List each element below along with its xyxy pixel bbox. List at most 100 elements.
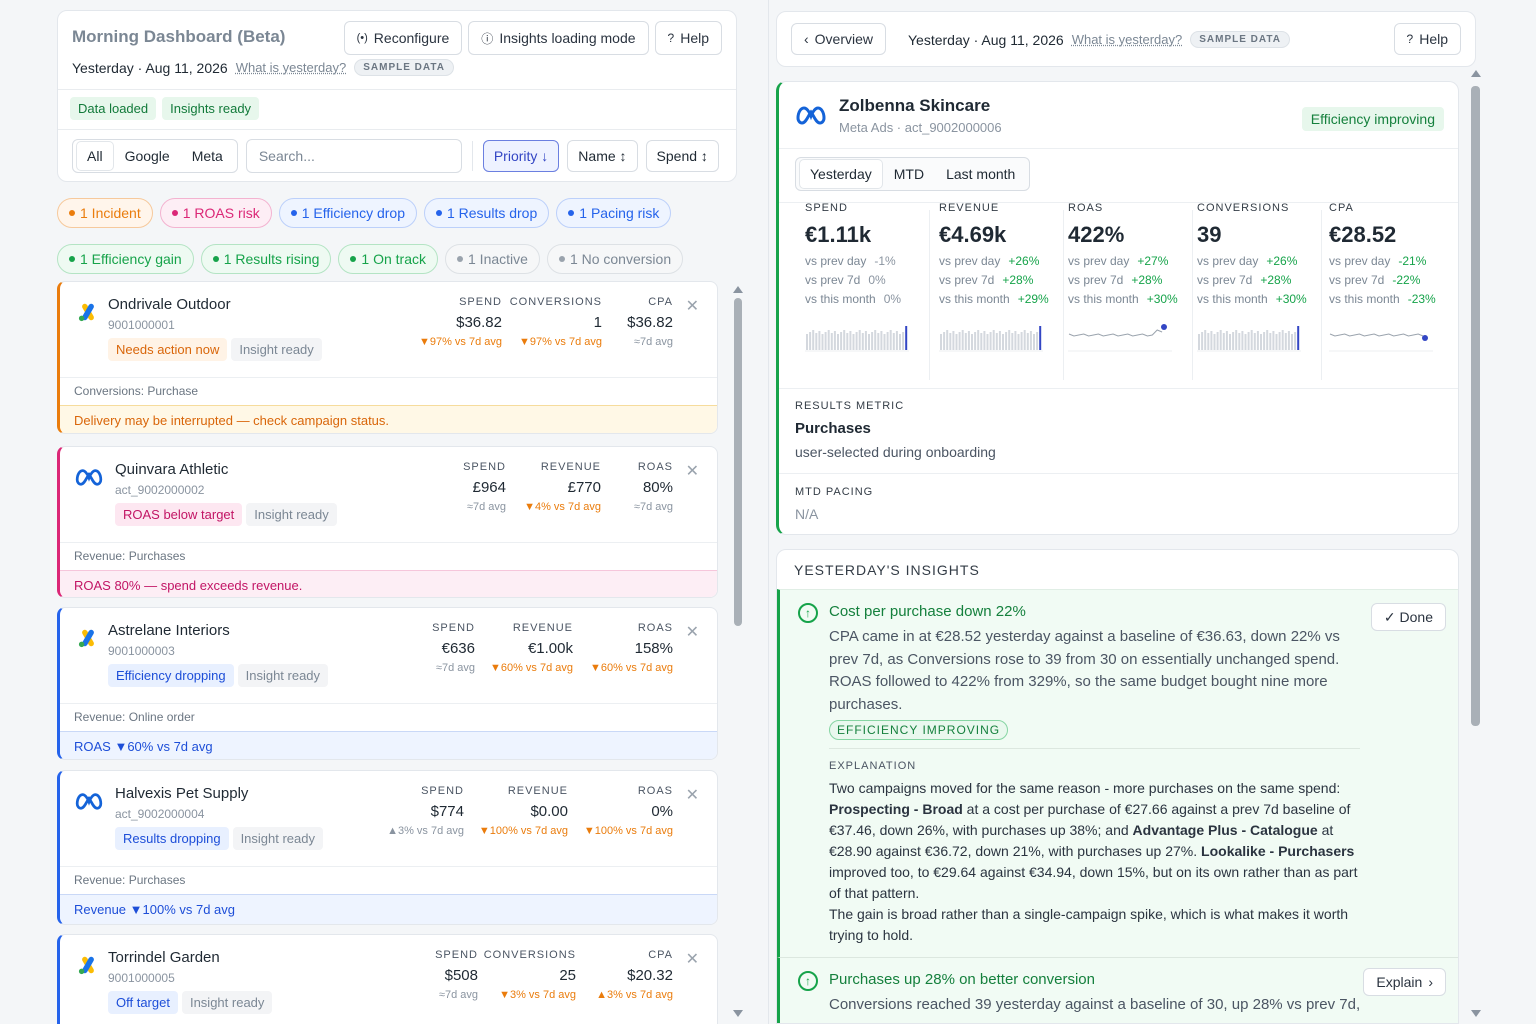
what-is-yesterday-link-right[interactable]: What is yesterday? <box>1071 32 1183 47</box>
meta-logo-icon <box>796 106 826 125</box>
reconfigure-button[interactable]: (•) Reconfigure <box>343 21 463 55</box>
account-id: act_9002000004 <box>115 807 205 821</box>
dot-icon <box>69 256 75 262</box>
help-button[interactable]: ? Help <box>654 21 722 55</box>
efficiency-tag: EFFICIENCY IMPROVING <box>829 720 1009 740</box>
dot-icon <box>435 210 442 216</box>
sort-name-button[interactable]: Name ↕ <box>567 140 638 172</box>
insight-1-title: Cost per purchase down 22% <box>829 603 1026 620</box>
signal-chip[interactable]: 1 Results drop <box>423 198 550 228</box>
account-card[interactable]: Astrelane Interiors 9001000003 Efficiency … <box>57 607 718 760</box>
info-icon: ⓘ <box>481 31 494 46</box>
meta-logo-icon <box>75 469 103 486</box>
dot-icon <box>568 210 575 216</box>
left-scrollbar[interactable] <box>733 282 743 1022</box>
account-name: Zolbenna Skincare <box>839 96 991 115</box>
chip-label: 1 Results rising <box>223 251 320 267</box>
signal-chip[interactable]: 1 Inactive <box>445 244 540 274</box>
metric: ROAS 0% ▼100% vs 7d avg <box>583 785 673 837</box>
help-button-right[interactable]: ? Help <box>1393 23 1461 55</box>
insight-card-2: ↑ Purchases up 28% on better conversion … <box>777 957 1458 1023</box>
explanation-label: EXPLANATION <box>829 760 917 772</box>
metric: REVENUE $0.00 ▼100% vs 7d avg <box>478 785 568 837</box>
sparkline <box>1197 326 1301 352</box>
signal-chip[interactable]: 1 ROAS risk <box>159 198 272 228</box>
sparkline <box>939 326 1043 352</box>
kpi-spend: SPEND €1.11k vs prev day -1% vs prev 7d 0% vs … <box>805 202 933 388</box>
status-tag: Results dropping <box>115 827 229 850</box>
signal-chips: 1 Incident 1 ROAS risk 1 Efficiency drop 1 … <box>57 198 717 274</box>
metric: SPEND $774 ▲3% vs 7d avg <box>387 785 464 837</box>
insights-mode-label: Insights loading mode <box>499 30 636 46</box>
platform-filter: All Google Meta <box>72 139 238 173</box>
done-button[interactable]: ✓ Done <box>1370 603 1446 631</box>
status-tag: ROAS below target <box>115 503 243 526</box>
signal-chip[interactable]: 1 Pacing risk <box>556 198 672 228</box>
signal-chip[interactable]: 1 Efficiency drop <box>278 198 417 228</box>
google-ads-logo-icon <box>78 629 94 648</box>
conversion-label: Revenue: Online order <box>60 703 717 731</box>
dismiss-icon[interactable]: ✕ <box>685 624 699 641</box>
what-is-yesterday-link[interactable]: What is yesterday? <box>235 60 347 75</box>
dot-icon <box>558 256 565 262</box>
dismiss-icon[interactable]: ✕ <box>685 951 699 968</box>
meta-logo-icon <box>75 793 103 810</box>
campaign-1: Prospecting - Broad <box>829 801 963 817</box>
tab-meta[interactable]: Meta <box>191 148 223 164</box>
signal-chip[interactable]: 1 No conversion <box>546 244 684 274</box>
insight-1-body: CPA came in at €28.52 yesterday against … <box>829 628 1340 713</box>
campaign-2: Advantage Plus - Catalogue <box>1132 822 1318 838</box>
right-scrollbar[interactable] <box>1470 70 1482 1020</box>
signal-chip[interactable]: 1 Incident <box>57 198 153 228</box>
sparkline <box>1329 333 1433 352</box>
account-name: Quinvara Athletic <box>115 461 229 478</box>
account-note: ROAS 80% — spend exceeds revenue. <box>60 570 717 597</box>
tab-google[interactable]: Google <box>124 148 170 164</box>
dashboard-header: Morning Dashboard (Beta) (•) Reconfigure… <box>57 10 737 182</box>
arrow-up-circle-icon: ↑ <box>798 971 818 991</box>
broadcast-icon: (•) <box>356 32 368 44</box>
conversion-label: Conversions: Purchase <box>60 377 717 405</box>
dismiss-icon[interactable]: ✕ <box>685 463 699 480</box>
dismiss-icon[interactable]: ✕ <box>685 298 699 315</box>
mtd-pacing-value: N/A <box>795 506 819 522</box>
sparkline <box>1068 324 1172 352</box>
status-tag: Off target <box>108 991 178 1014</box>
overview-button[interactable]: ‹ Overview <box>791 23 887 55</box>
sort-spend-button[interactable]: Spend ↕ <box>645 140 719 172</box>
conversion-label: Revenue: Purchases <box>60 866 717 894</box>
mtd-pacing-label: MTD PACING <box>795 486 874 498</box>
dot-icon <box>457 256 463 262</box>
account-card[interactable]: Torrindel Garden 9001000005 Off target Insi… <box>57 934 718 1024</box>
sort-priority-button[interactable]: Priority ↓ <box>482 140 560 172</box>
chip-label: 1 No conversion <box>569 251 672 267</box>
metric: ROAS 158% ▼60% vs 7d avg <box>589 622 673 674</box>
detail-header: ‹ Overview Yesterday · Aug 11, 2026 What… <box>776 11 1476 67</box>
chip-label: 1 Pacing risk <box>579 205 660 221</box>
status-tag: Needs action now <box>108 338 228 361</box>
metric: ROAS 80% ≈7d avg <box>633 461 673 513</box>
search-input[interactable]: Search... <box>245 139 462 173</box>
tab-mtd[interactable]: MTD <box>893 166 925 182</box>
help-icon: ? <box>1406 32 1414 46</box>
account-card[interactable]: Halvexis Pet Supply act_9002000004 Results… <box>57 770 718 925</box>
sample-data-badge: SAMPLE DATA <box>354 59 454 76</box>
signal-chip[interactable]: 1 On track <box>338 244 438 274</box>
insights-mode-button[interactable]: ⓘ Insights loading mode <box>468 21 649 55</box>
tab-all[interactable]: All <box>77 142 113 170</box>
insights-title: YESTERDAY'S INSIGHTS <box>794 562 980 578</box>
account-id: 9001000005 <box>108 971 175 985</box>
account-card[interactable]: Ondrivale Outdoor 9001000001 Needs action … <box>57 281 718 434</box>
tab-last-month[interactable]: Last month <box>946 166 1016 182</box>
metric: REVENUE €1.00k ▼60% vs 7d avg <box>489 622 573 674</box>
chip-label: 1 Inactive <box>468 251 528 267</box>
account-card[interactable]: Quinvara Athletic act_9002000002 ROAS belo… <box>57 446 718 598</box>
insight-2-title: Purchases up 28% on better conversion <box>829 971 1095 988</box>
tab-yesterday[interactable]: Yesterday <box>800 160 882 188</box>
account-name: Halvexis Pet Supply <box>115 785 249 802</box>
signal-chip[interactable]: 1 Efficiency gain <box>57 244 194 274</box>
explain-button[interactable]: Explain › <box>1363 968 1446 996</box>
signal-chip[interactable]: 1 Results rising <box>200 244 332 274</box>
dot-icon <box>171 210 178 216</box>
dismiss-icon[interactable]: ✕ <box>685 787 699 804</box>
